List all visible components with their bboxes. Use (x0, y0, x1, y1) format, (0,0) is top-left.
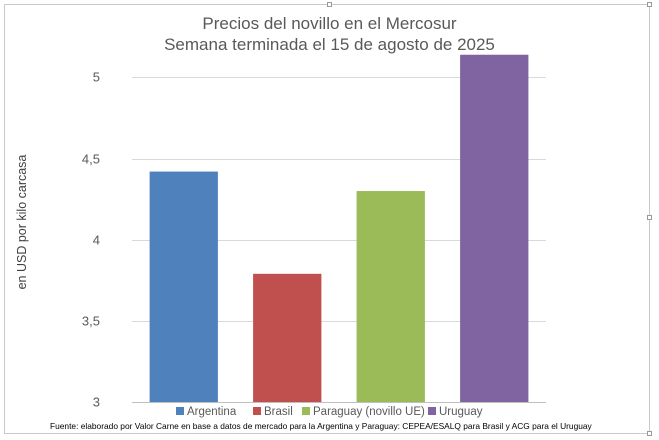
bar-argentina[interactable] (149, 171, 218, 402)
legend-item[interactable]: Paraguay (novillo UE) (302, 406, 425, 418)
legend: Argentina Brasil Paraguay (novillo UE) Urug… (176, 406, 483, 418)
legend-label: Paraguay (novillo UE) (313, 406, 425, 418)
legend-label: Uruguay (439, 406, 483, 418)
y-tick-label: 5 (93, 70, 100, 85)
legend-label: Brasil (264, 406, 293, 418)
chart-title-line-1: Precios del novillo en el Mercosur (202, 14, 457, 33)
resize-handle-right[interactable] (647, 215, 652, 220)
y-tick-label: 3,5 (82, 314, 100, 329)
y-tick-label: 4,5 (82, 152, 100, 167)
legend-swatch (302, 407, 310, 415)
legend-item[interactable]: Brasil (253, 406, 293, 418)
legend-swatch (428, 407, 436, 415)
bars (149, 54, 529, 403)
y-tick-labels: 3 3,5 4 4,5 5 (82, 70, 100, 410)
y-tick-label: 4 (93, 233, 100, 248)
resize-handle-top-right[interactable] (647, 2, 652, 7)
resize-handle-bottom-right[interactable] (647, 431, 652, 436)
legend-item[interactable]: Uruguay (428, 406, 483, 418)
y-tick-label: 3 (93, 395, 100, 410)
legend-swatch (253, 407, 261, 415)
legend-label: Argentina (187, 406, 237, 418)
chart-title: Precios del novillo en el Mercosur Seman… (0, 13, 659, 55)
chart-title-line-2: Semana terminada el 15 de agosto de 2025 (164, 35, 495, 54)
resize-handle-top[interactable] (327, 2, 332, 7)
bar-brasil[interactable] (253, 273, 322, 402)
legend-swatch (176, 407, 184, 415)
bar-uruguay[interactable] (460, 54, 529, 403)
bar-paraguay-novillo-ue[interactable] (356, 191, 425, 402)
source-note: Fuente: elaborado por Valor Carne en bas… (50, 421, 592, 431)
legend-item[interactable]: Argentina (176, 406, 237, 418)
chart-frame[interactable] (4, 4, 650, 434)
